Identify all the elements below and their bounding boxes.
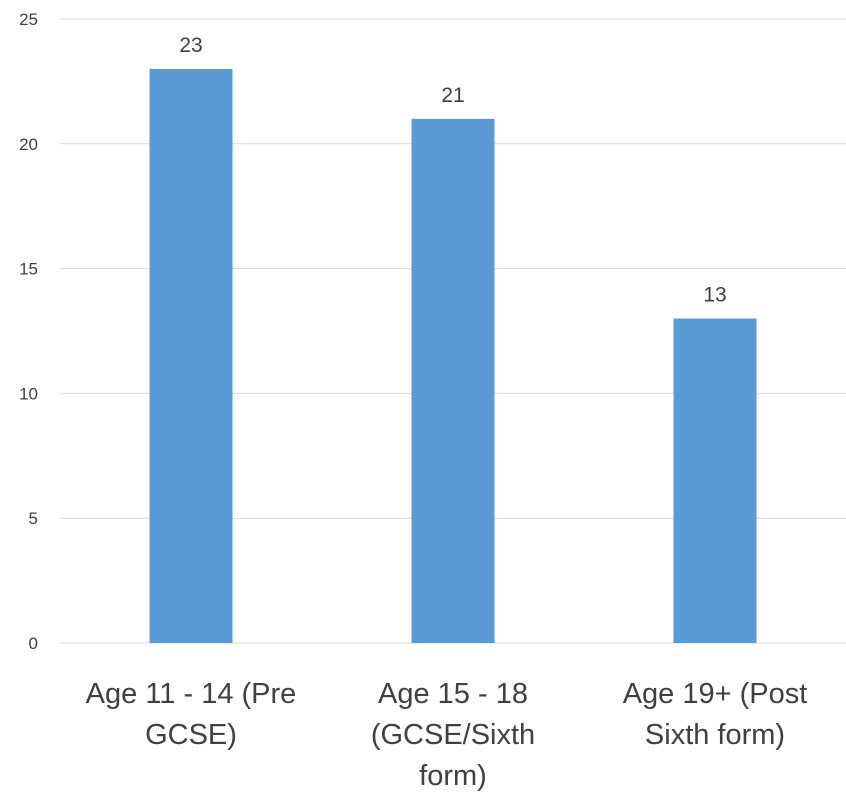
bar <box>673 318 757 643</box>
y-tick-label: 5 <box>29 509 38 528</box>
y-tick-label: 10 <box>19 384 38 403</box>
bar <box>149 68 233 644</box>
data-labels: 23 21 13 <box>179 34 726 307</box>
data-label: 13 <box>703 284 726 307</box>
bar <box>411 118 495 644</box>
y-tick-label: 25 <box>19 10 38 29</box>
data-label: 21 <box>441 84 464 107</box>
data-label: 23 <box>179 34 202 57</box>
x-category-label: Age 11 - 14 (Pre GCSE) <box>86 678 297 751</box>
x-category-label: Age 15 - 18 (GCSE/Sixth form) <box>371 678 535 792</box>
y-tick-label: 0 <box>29 634 38 653</box>
y-tick-label: 20 <box>19 135 38 154</box>
y-tick-label: 15 <box>19 260 38 279</box>
x-category-label: Age 19+ (Post Sixth form) <box>623 678 808 751</box>
bars <box>149 68 757 644</box>
y-axis-tick-labels: 0 5 10 15 20 25 <box>19 10 38 653</box>
x-axis-category-labels: Age 11 - 14 (Pre GCSE) Age 15 - 18 (GCSE/Si… <box>86 678 808 792</box>
